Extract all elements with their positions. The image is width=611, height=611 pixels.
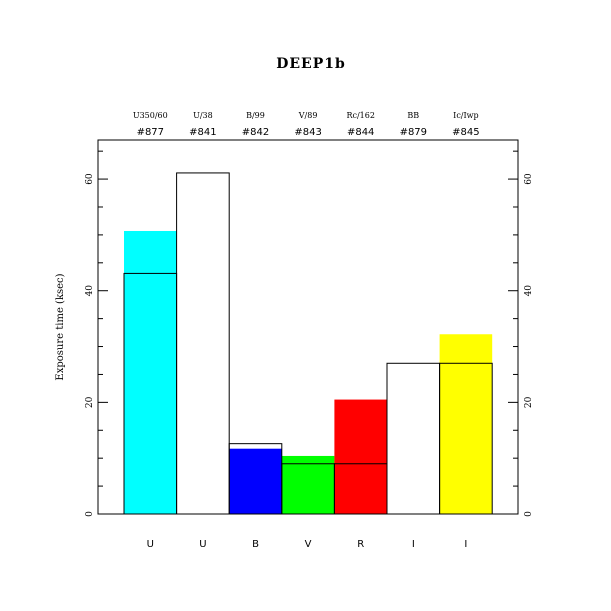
filter-number-label: #845	[452, 127, 479, 138]
filter-name-label: Rc/162	[346, 111, 374, 120]
y-tick-label-right: 20	[524, 396, 534, 408]
bar-3	[229, 448, 282, 514]
x-category-label: I	[412, 539, 415, 550]
y-tick-label-left: 20	[85, 396, 95, 408]
bars-layer	[124, 230, 493, 515]
filter-number-label: #877	[137, 127, 164, 138]
x-category-label: I	[464, 539, 467, 550]
x-category-label: U	[147, 539, 154, 550]
y-axis-label: Exposure time (ksec)	[55, 273, 66, 380]
filter-number-label: #844	[347, 127, 374, 138]
bar-4	[281, 455, 335, 514]
filter-number-label: #841	[189, 127, 216, 138]
plot-frame	[97, 139, 519, 515]
y-tick-label-right: 0	[524, 511, 534, 517]
x-category-label: R	[357, 539, 364, 550]
y-tick-label-right: 60	[524, 173, 534, 185]
filter-number-label: #843	[294, 127, 321, 138]
x-category-label: B	[252, 539, 259, 550]
y-tick-label-left: 40	[85, 285, 95, 297]
bar-7	[439, 334, 493, 514]
filter-number-label: #879	[400, 127, 427, 138]
bar-5	[334, 399, 387, 514]
labels-layer: 0 0 20 20 40 40 60 60 U350/60 #877 U U/38 #841 U B/99 #…	[85, 111, 534, 550]
bar-1	[124, 230, 177, 515]
filter-name-label: U/38	[193, 111, 213, 120]
y-tick-label-left: 60	[85, 173, 95, 185]
y-tick-label-right: 40	[524, 285, 534, 297]
filter-name-label: U350/60	[133, 111, 168, 120]
ticks-layer	[98, 150, 518, 515]
filter-name-label: B/99	[246, 111, 265, 120]
filter-name-label: BB	[407, 111, 419, 120]
filter-name-label: Ic/Iwp	[453, 111, 478, 120]
x-category-label: V	[305, 539, 312, 550]
filter-name-label: V/89	[298, 111, 318, 120]
y-tick-label-left: 0	[85, 511, 95, 517]
x-category-label: U	[199, 539, 206, 550]
chart-title: DEEP1b	[276, 56, 346, 72]
filter-number-label: #842	[242, 127, 269, 138]
